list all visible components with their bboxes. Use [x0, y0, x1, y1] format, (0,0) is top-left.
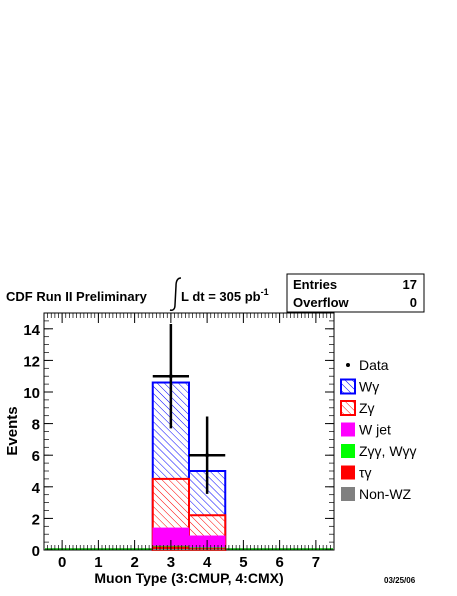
legend-label-data: Data	[359, 357, 389, 373]
x-tick-label-2: 2	[130, 554, 138, 571]
x-tick-label-5: 5	[239, 554, 247, 571]
legend-label-z-: Zγ	[359, 400, 375, 416]
stats-box: Entries 17 Overflow 0	[287, 274, 424, 312]
y-tick-label-12: 12	[23, 353, 40, 370]
stats-overflow-value: 0	[410, 295, 417, 310]
y-tick-label-2: 2	[32, 511, 40, 528]
legend-label--: τγ	[359, 465, 372, 481]
x-tick-label-7: 7	[312, 554, 320, 571]
footer-date: 03/25/06	[384, 576, 416, 585]
data-point-0	[169, 374, 173, 378]
y-tick-label-10: 10	[23, 385, 40, 402]
x-axis-label: Muon Type (3:CMUP, 4:CMX)	[94, 570, 283, 586]
x-tick-label-1: 1	[94, 554, 102, 571]
legend-swatch-w-	[341, 380, 355, 394]
legend-swatch-w-jet	[341, 423, 355, 437]
integral-sign-icon	[170, 278, 181, 310]
legend-swatch-z-w-	[341, 444, 355, 458]
stats-entries-value: 17	[403, 277, 417, 292]
y-tick-label-6: 6	[32, 448, 40, 465]
legend: Data Wγ Zγ W jet Zγγ, Wγγ τγ Non-WZ	[341, 357, 417, 502]
x-tick-label-4: 4	[203, 554, 212, 571]
legend-label-w-: Wγ	[359, 379, 379, 395]
stats-overflow-label: Overflow	[293, 295, 350, 310]
legend-label-non-wz: Non-WZ	[359, 486, 412, 502]
y-tick-label-14: 14	[23, 322, 40, 339]
x-tick-label-6: 6	[275, 554, 283, 571]
legend-label-w-jet: W jet	[359, 422, 391, 438]
y-tick-label-4: 4	[32, 480, 41, 497]
y-axis-label: Events	[4, 406, 21, 455]
legend-label-z-w-: Zγγ, Wγγ	[359, 443, 417, 459]
x-tick-label-3: 3	[167, 554, 175, 571]
legend-swatch-non-wz	[341, 487, 355, 501]
legend-marker-data	[346, 363, 350, 367]
legend-swatch-z-	[341, 401, 355, 415]
data-point-1	[205, 453, 209, 457]
lumi-text: L dt = 305 pb-1	[181, 287, 269, 304]
title-prefix: CDF Run II Preliminary	[6, 289, 148, 304]
stats-entries-label: Entries	[293, 277, 337, 292]
legend-swatch--	[341, 466, 355, 480]
y-tick-label-8: 8	[32, 417, 40, 434]
x-tick-label-0: 0	[58, 554, 66, 571]
y-tick-label-0: 0	[32, 543, 40, 560]
